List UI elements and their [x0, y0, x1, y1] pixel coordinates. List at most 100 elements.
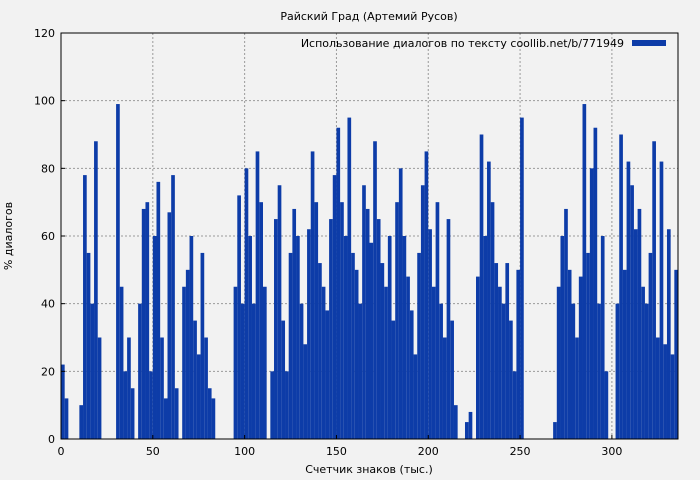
y-tick-label: 80: [41, 162, 55, 175]
legend-label: Использование диалогов по тексту coollib…: [301, 37, 624, 50]
x-tick-label: 300: [601, 445, 622, 458]
bar: [380, 263, 385, 439]
bar: [86, 252, 91, 439]
bar: [274, 219, 278, 439]
bar: [119, 286, 124, 439]
bar: [244, 168, 249, 440]
x-tick-label: 100: [234, 445, 255, 458]
bar: [307, 229, 311, 439]
y-tick-label: 100: [34, 95, 55, 108]
bar: [351, 252, 355, 439]
bar: [512, 371, 517, 439]
bar: [582, 104, 587, 440]
legend-swatch: [632, 40, 666, 46]
bar: [189, 236, 194, 439]
bar: [597, 303, 601, 439]
bar: [174, 388, 179, 439]
bar: [90, 303, 95, 439]
bar: [185, 269, 190, 439]
bar: [94, 141, 98, 439]
bar: [391, 320, 396, 439]
bar: [560, 236, 565, 439]
bar: [61, 364, 65, 439]
bar: [435, 202, 440, 439]
x-tick-label: 250: [510, 445, 531, 458]
y-tick-label: 120: [34, 27, 55, 40]
bar: [362, 185, 366, 439]
bar: [123, 371, 128, 439]
bar: [358, 303, 363, 439]
bar: [571, 303, 576, 439]
bar: [347, 117, 352, 439]
bar: [505, 263, 510, 439]
bar: [633, 229, 638, 439]
bar: [395, 202, 399, 439]
bar: [630, 185, 634, 439]
bar: [487, 161, 491, 440]
bar: [626, 161, 631, 440]
x-axis-label: Счетчик знаков (тыс.): [305, 463, 433, 476]
bar: [156, 181, 161, 439]
bar: [365, 208, 370, 439]
bar: [644, 303, 649, 439]
bar: [196, 354, 201, 439]
bar: [520, 117, 524, 439]
bar: [288, 252, 293, 439]
bar: [251, 303, 256, 439]
bar: [182, 286, 186, 439]
y-tick-label: 20: [41, 365, 55, 378]
bar: [314, 202, 319, 439]
bar: [424, 151, 429, 439]
bar: [593, 127, 598, 439]
bar: [255, 151, 260, 439]
bar: [446, 219, 451, 439]
bar: [666, 229, 671, 439]
bar: [600, 236, 605, 439]
y-tick-label: 40: [41, 298, 55, 311]
bar: [354, 269, 359, 439]
bar: [567, 269, 572, 439]
bar: [589, 168, 594, 440]
bar: [586, 252, 590, 439]
bar: [406, 276, 410, 439]
bar: [476, 276, 480, 439]
bar: [670, 354, 675, 439]
bar: [145, 202, 150, 439]
bar: [575, 337, 579, 439]
bar: [259, 202, 263, 439]
bar: [149, 371, 153, 439]
bar: [281, 320, 286, 439]
bar: [464, 422, 469, 439]
y-tick-label: 60: [41, 230, 55, 243]
bar: [277, 185, 282, 439]
bar: [564, 208, 568, 439]
bar: [296, 236, 300, 439]
bar: [240, 303, 245, 439]
bar: [340, 202, 344, 439]
bar: [318, 263, 322, 439]
bar: [152, 236, 157, 439]
bar: [64, 398, 69, 439]
bar: [343, 236, 348, 439]
bar: [127, 337, 131, 439]
bar: [138, 303, 142, 439]
bar: [648, 252, 653, 439]
bar: [83, 175, 87, 439]
bar: [116, 104, 120, 440]
legend: Использование диалогов по тексту coollib…: [301, 37, 666, 50]
bar: [622, 269, 627, 439]
bar: [262, 286, 267, 439]
bar: [479, 134, 484, 439]
bar: [325, 310, 330, 439]
bar: [285, 371, 289, 439]
bar: [376, 219, 381, 439]
bar: [578, 276, 583, 439]
bar: [637, 208, 642, 439]
bar: [204, 337, 208, 439]
x-tick-label: 150: [326, 445, 347, 458]
bar: [490, 202, 495, 439]
bar: [483, 236, 488, 439]
bar: [641, 286, 645, 439]
bar: [332, 175, 337, 439]
